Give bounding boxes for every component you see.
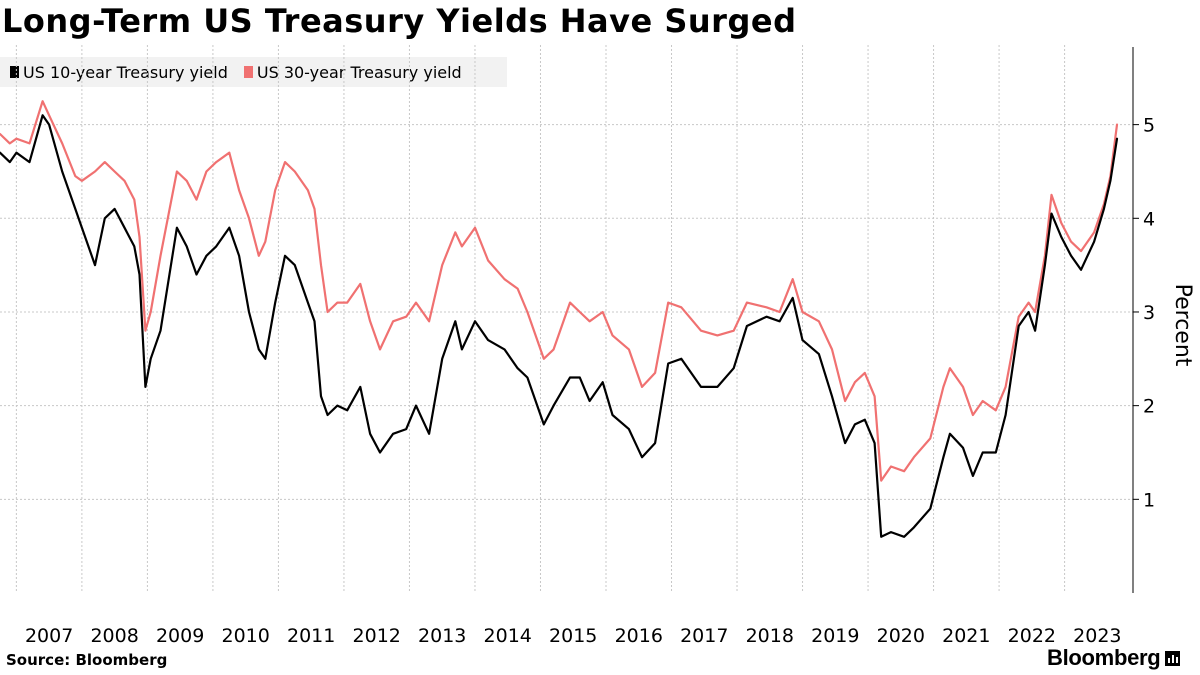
bloomberg-logo-icon bbox=[1165, 650, 1181, 666]
x-tick-label-2007: 2007 bbox=[25, 625, 73, 647]
legend-label-30y: US 30-year Treasury yield bbox=[256, 62, 462, 82]
legend-swatch-30y bbox=[243, 66, 253, 78]
x-tick-label-2011: 2011 bbox=[287, 625, 335, 647]
legend-item-10y: US 10-year Treasury yield bbox=[10, 63, 228, 82]
bloomberg-logo: Bloomberg bbox=[1047, 645, 1181, 671]
x-tick-label-2012: 2012 bbox=[353, 625, 401, 647]
grid bbox=[0, 45, 1133, 593]
x-tick-label-2022: 2022 bbox=[1008, 625, 1056, 647]
y-tick-label-2: 2 bbox=[1143, 396, 1155, 418]
x-tick-label-2016: 2016 bbox=[615, 625, 663, 647]
x-tick-label-2018: 2018 bbox=[746, 625, 794, 647]
x-tick-label-2023: 2023 bbox=[1073, 625, 1121, 647]
x-tick-label-2020: 2020 bbox=[877, 625, 925, 647]
x-tick-label-2008: 2008 bbox=[90, 625, 138, 647]
x-tick-label-2021: 2021 bbox=[942, 625, 990, 647]
legend-swatch-10y bbox=[10, 66, 19, 78]
x-tick-label-2009: 2009 bbox=[156, 625, 204, 647]
brand-name: Bloomberg bbox=[1047, 645, 1161, 670]
y-tick-label-5: 5 bbox=[1143, 115, 1155, 137]
y-tick-label-3: 3 bbox=[1143, 302, 1155, 324]
series-lines bbox=[0, 100, 1119, 538]
x-tick-label-2017: 2017 bbox=[680, 625, 728, 647]
series-line-10y bbox=[0, 114, 1119, 538]
x-tick-label-2010: 2010 bbox=[221, 625, 269, 647]
x-tick-label-2019: 2019 bbox=[811, 625, 859, 647]
legend-item-30y: US 30-year Treasury yield bbox=[243, 62, 462, 82]
y-tick-label-4: 4 bbox=[1143, 208, 1155, 230]
legend-label-10y: US 10-year Treasury yield bbox=[23, 62, 228, 82]
legend: US 10-year Treasury yield US 30-year Tre… bbox=[0, 57, 507, 87]
source-note: Source: Bloomberg bbox=[6, 651, 168, 669]
axes bbox=[1132, 47, 1139, 593]
y-axis-title: Percent bbox=[1170, 284, 1195, 367]
tick-labels: 1 2 3 4 5 2007 2008 2009 2010 2011 2012 2013 2014 201… bbox=[25, 115, 1195, 647]
x-tick-label-2014: 2014 bbox=[484, 625, 532, 647]
x-tick-label-2015: 2015 bbox=[549, 625, 597, 647]
series-line-30y bbox=[0, 100, 1119, 482]
chart-title: Long-Term US Treasury Yields Have Surged bbox=[2, 2, 797, 40]
x-tick-label-2013: 2013 bbox=[418, 625, 466, 647]
y-tick-label-1: 1 bbox=[1143, 489, 1155, 511]
